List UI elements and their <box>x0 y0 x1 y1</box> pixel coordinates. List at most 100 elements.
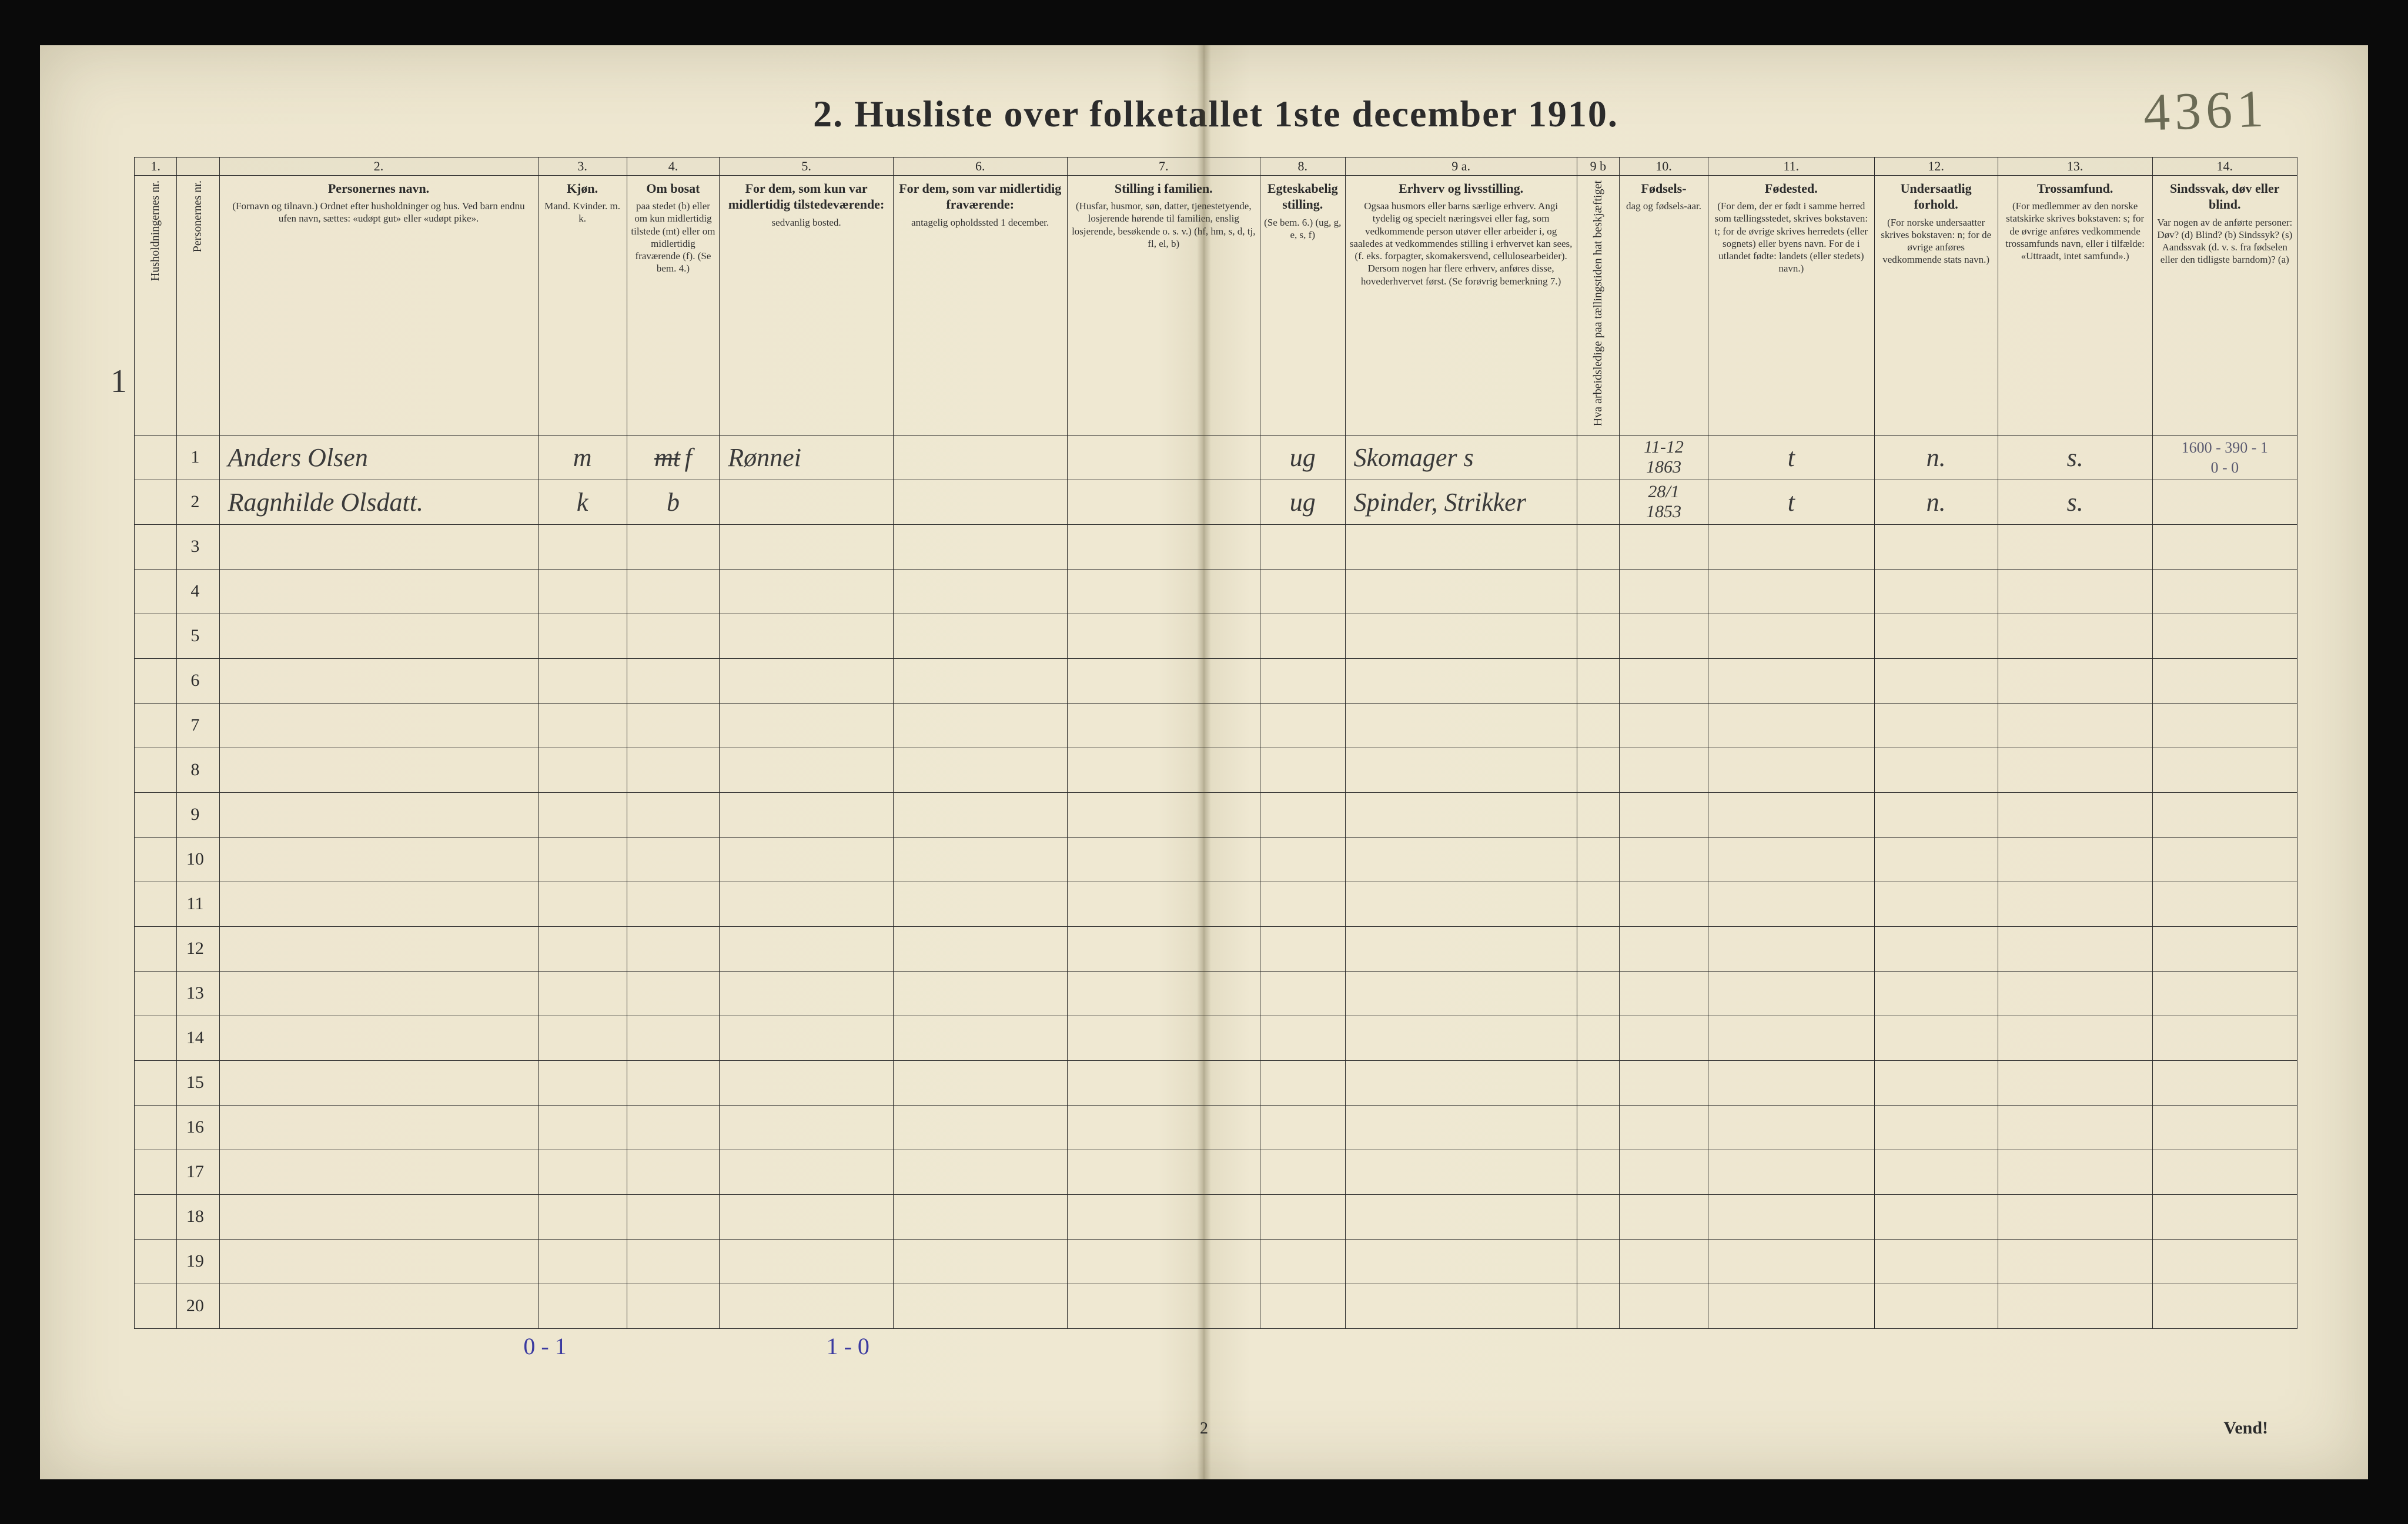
cell <box>219 658 538 703</box>
cell: k <box>538 480 627 524</box>
cell <box>1874 524 1998 569</box>
cell <box>219 926 538 971</box>
cell <box>1345 971 1577 1016</box>
table-row: 14 <box>135 1016 2297 1060</box>
cell <box>893 569 1067 614</box>
cell <box>627 926 720 971</box>
cell <box>720 480 894 524</box>
cell: ug <box>1260 480 1346 524</box>
cell <box>1998 882 2152 926</box>
cell <box>1067 792 1260 837</box>
pencil-page-number: 4361 <box>2142 78 2269 143</box>
cell <box>1577 1239 1619 1284</box>
cell <box>219 1239 538 1284</box>
cell: 2 <box>177 480 219 524</box>
cell <box>893 480 1067 524</box>
cell <box>538 1060 627 1105</box>
cell <box>893 1016 1067 1060</box>
cell <box>1874 882 1998 926</box>
cell <box>1998 1284 2152 1328</box>
cell: 19 <box>177 1239 219 1284</box>
cell: 6 <box>177 658 219 703</box>
cell <box>1998 569 2152 614</box>
cell <box>1067 480 1260 524</box>
cell <box>219 837 538 882</box>
handwritten-note: 1 - 0 <box>827 1332 869 1360</box>
table-row: 9 <box>135 792 2297 837</box>
cell <box>1619 837 1708 882</box>
table-row: 2Ragnhilde Olsdatt.kbugSpinder, Strikker… <box>135 480 2297 524</box>
cell <box>1998 1194 2152 1239</box>
cell <box>219 748 538 792</box>
cell <box>1619 1239 1708 1284</box>
cell <box>1619 524 1708 569</box>
cell <box>219 703 538 748</box>
cell <box>2152 1016 2297 1060</box>
table-row: 13 <box>135 971 2297 1016</box>
cell <box>538 971 627 1016</box>
cell <box>219 1105 538 1150</box>
cell <box>1067 837 1260 882</box>
cell <box>1067 1060 1260 1105</box>
cell <box>1874 1016 1998 1060</box>
cell <box>1260 882 1346 926</box>
cell <box>1260 926 1346 971</box>
col-number: 9 a. <box>1345 157 1577 175</box>
cell: s. <box>1998 480 2152 524</box>
col-number: 5. <box>720 157 894 175</box>
cell <box>1874 837 1998 882</box>
table-row: 5 <box>135 614 2297 658</box>
cell: 16 <box>177 1105 219 1150</box>
cell <box>1619 658 1708 703</box>
cell <box>1260 1105 1346 1150</box>
cell <box>893 882 1067 926</box>
col-number <box>177 157 219 175</box>
cell: 3 <box>177 524 219 569</box>
cell <box>893 1105 1067 1150</box>
cell <box>1874 1060 1998 1105</box>
cell <box>1874 1194 1998 1239</box>
cell: ug <box>1260 435 1346 480</box>
cell <box>1067 1194 1260 1239</box>
table-row: 1Anders Olsenmmt fRønneiugSkomager s11-1… <box>135 435 2297 480</box>
cell <box>627 1060 720 1105</box>
cell <box>1067 1105 1260 1150</box>
cell <box>1874 1239 1998 1284</box>
cell <box>2152 1060 2297 1105</box>
cell <box>1708 1150 1874 1194</box>
cell <box>2152 792 2297 837</box>
cell <box>219 1016 538 1060</box>
cell <box>2152 703 2297 748</box>
cell <box>1998 614 2152 658</box>
cell <box>720 658 894 703</box>
table-row: 3 <box>135 524 2297 569</box>
table-body: 1Anders Olsenmmt fRønneiugSkomager s11-1… <box>135 435 2297 1328</box>
cell <box>135 1016 177 1060</box>
cell <box>1619 703 1708 748</box>
table-row: 19 <box>135 1239 2297 1284</box>
cell <box>1345 1284 1577 1328</box>
cell <box>219 792 538 837</box>
cell <box>1577 971 1619 1016</box>
cell <box>538 1194 627 1239</box>
cell: Spinder, Strikker <box>1345 480 1577 524</box>
cell <box>1708 1284 1874 1328</box>
cell <box>2152 658 2297 703</box>
cell <box>135 1150 177 1194</box>
cell <box>1345 837 1577 882</box>
cell <box>893 1239 1067 1284</box>
cell: 13 <box>177 971 219 1016</box>
cell <box>135 1194 177 1239</box>
cell <box>1260 524 1346 569</box>
cell <box>720 926 894 971</box>
cell <box>893 435 1067 480</box>
cell <box>1619 882 1708 926</box>
cell <box>627 614 720 658</box>
cell <box>1874 1105 1998 1150</box>
cell <box>720 703 894 748</box>
cell <box>1874 1284 1998 1328</box>
cell: n. <box>1874 435 1998 480</box>
cell: 7 <box>177 703 219 748</box>
cell: 9 <box>177 792 219 837</box>
cell <box>1998 971 2152 1016</box>
